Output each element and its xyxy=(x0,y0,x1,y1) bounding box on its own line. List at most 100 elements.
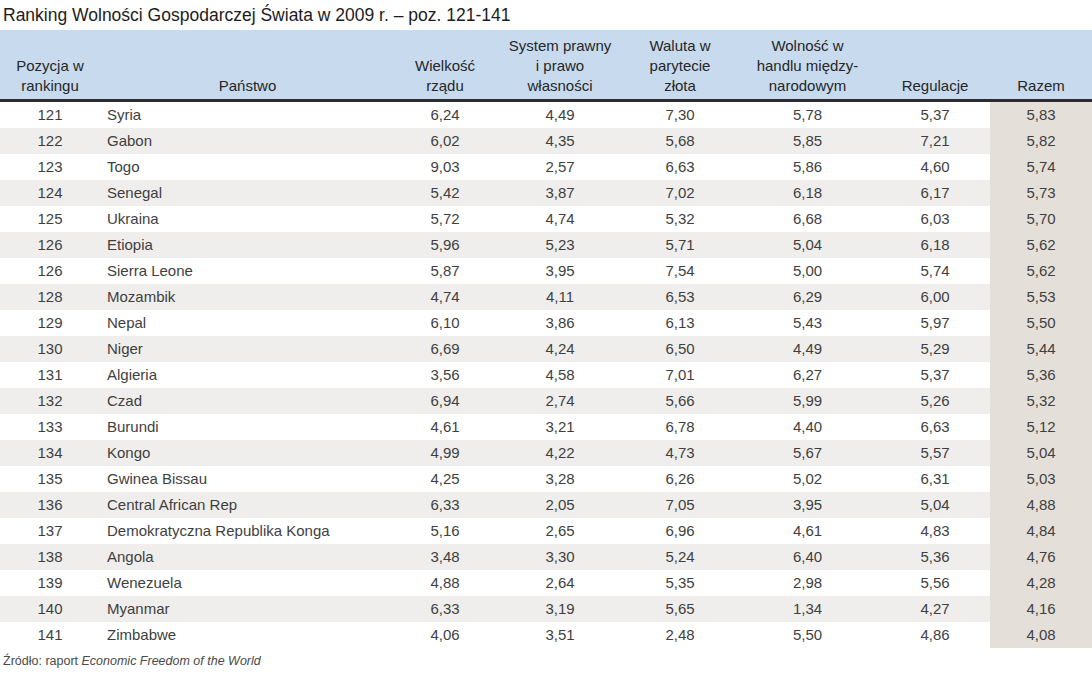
column-header-legal-system: System prawny i prawo własności xyxy=(495,30,625,101)
rank-cell: 131 xyxy=(0,362,100,388)
value-cell-sound-money: 5,35 xyxy=(625,570,735,596)
rank-cell: 122 xyxy=(0,128,100,154)
rank-cell: 126 xyxy=(0,258,100,284)
source-report-name: Economic Freedom of the World xyxy=(82,654,261,668)
table-row: 124 Senegal 5,42 3,87 7,02 6,18 6,17 5,7… xyxy=(0,180,1092,206)
value-cell-trade-freedom: 5,04 xyxy=(735,232,880,258)
table-row: 129 Nepal 6,10 3,86 6,13 5,43 5,97 5,50 xyxy=(0,310,1092,336)
table-row: 126 Etiopia 5,96 5,23 5,71 5,04 6,18 5,6… xyxy=(0,232,1092,258)
value-cell-legal-system: 4,58 xyxy=(495,362,625,388)
rank-cell: 139 xyxy=(0,570,100,596)
value-cell-legal-system: 3,19 xyxy=(495,596,625,622)
value-cell-sound-money: 2,48 xyxy=(625,622,735,648)
value-cell-legal-system: 4,74 xyxy=(495,206,625,232)
table-row: 140 Myanmar 6,33 3,19 5,65 1,34 4,27 4,1… xyxy=(0,596,1092,622)
value-cell-regulation: 5,37 xyxy=(880,101,990,129)
value-cell-sound-money: 5,66 xyxy=(625,388,735,414)
country-cell: Syria xyxy=(100,101,395,129)
country-cell: Czad xyxy=(100,388,395,414)
table-header-row: Pozycja w rankingu Państwo Wielkość rząd… xyxy=(0,30,1092,101)
table-row: 133 Burundi 4,61 3,21 6,78 4,40 6,63 5,1… xyxy=(0,414,1092,440)
value-cell-sound-money: 6,26 xyxy=(625,466,735,492)
value-cell-sound-money: 6,50 xyxy=(625,336,735,362)
rank-cell: 140 xyxy=(0,596,100,622)
value-cell-legal-system: 2,64 xyxy=(495,570,625,596)
value-cell-government-size: 6,02 xyxy=(395,128,495,154)
value-cell-government-size: 4,61 xyxy=(395,414,495,440)
rank-cell: 125 xyxy=(0,206,100,232)
country-cell: Burundi xyxy=(100,414,395,440)
value-cell-legal-system: 2,05 xyxy=(495,492,625,518)
rank-cell: 126 xyxy=(0,232,100,258)
country-cell: Etiopia xyxy=(100,232,395,258)
value-cell-sound-money: 6,13 xyxy=(625,310,735,336)
rank-cell: 128 xyxy=(0,284,100,310)
value-cell-regulation: 5,36 xyxy=(880,544,990,570)
value-cell-government-size: 6,69 xyxy=(395,336,495,362)
total-cell: 5,32 xyxy=(990,388,1092,414)
rank-cell: 137 xyxy=(0,518,100,544)
value-cell-sound-money: 6,78 xyxy=(625,414,735,440)
value-cell-trade-freedom: 5,99 xyxy=(735,388,880,414)
total-cell: 4,84 xyxy=(990,518,1092,544)
value-cell-trade-freedom: 2,98 xyxy=(735,570,880,596)
total-cell: 5,12 xyxy=(990,414,1092,440)
value-cell-regulation: 6,17 xyxy=(880,180,990,206)
value-cell-legal-system: 4,49 xyxy=(495,101,625,129)
country-cell: Myanmar xyxy=(100,596,395,622)
value-cell-regulation: 5,29 xyxy=(880,336,990,362)
value-cell-trade-freedom: 4,40 xyxy=(735,414,880,440)
total-cell: 5,62 xyxy=(990,232,1092,258)
value-cell-legal-system: 2,74 xyxy=(495,388,625,414)
value-cell-legal-system: 4,22 xyxy=(495,440,625,466)
table-row: 130 Niger 6,69 4,24 6,50 4,49 5,29 5,44 xyxy=(0,336,1092,362)
total-cell: 5,03 xyxy=(990,466,1092,492)
total-cell: 5,70 xyxy=(990,206,1092,232)
value-cell-legal-system: 2,65 xyxy=(495,518,625,544)
value-cell-trade-freedom: 5,02 xyxy=(735,466,880,492)
value-cell-trade-freedom: 5,43 xyxy=(735,310,880,336)
table-row: 141 Zimbabwe 4,06 3,51 2,48 5,50 4,86 4,… xyxy=(0,622,1092,648)
value-cell-government-size: 6,94 xyxy=(395,388,495,414)
column-header-country: Państwo xyxy=(100,30,395,101)
value-cell-government-size: 5,96 xyxy=(395,232,495,258)
country-cell: Togo xyxy=(100,154,395,180)
value-cell-trade-freedom: 5,78 xyxy=(735,101,880,129)
total-cell: 5,62 xyxy=(990,258,1092,284)
total-cell: 4,16 xyxy=(990,596,1092,622)
value-cell-legal-system: 3,95 xyxy=(495,258,625,284)
country-cell: Gwinea Bissau xyxy=(100,466,395,492)
table-row: 123 Togo 9,03 2,57 6,63 5,86 4,60 5,74 xyxy=(0,154,1092,180)
value-cell-government-size: 6,10 xyxy=(395,310,495,336)
column-header-regulation: Regulacje xyxy=(880,30,990,101)
value-cell-regulation: 4,60 xyxy=(880,154,990,180)
ranking-table: Pozycja w rankingu Państwo Wielkość rząd… xyxy=(0,30,1092,648)
rank-cell: 133 xyxy=(0,414,100,440)
total-cell: 4,08 xyxy=(990,622,1092,648)
country-cell: Nepal xyxy=(100,310,395,336)
value-cell-trade-freedom: 6,68 xyxy=(735,206,880,232)
value-cell-sound-money: 7,30 xyxy=(625,101,735,129)
value-cell-regulation: 5,37 xyxy=(880,362,990,388)
country-cell: Angola xyxy=(100,544,395,570)
rank-cell: 135 xyxy=(0,466,100,492)
value-cell-trade-freedom: 4,61 xyxy=(735,518,880,544)
total-cell: 4,28 xyxy=(990,570,1092,596)
table-row: 139 Wenezuela 4,88 2,64 5,35 2,98 5,56 4… xyxy=(0,570,1092,596)
value-cell-sound-money: 6,63 xyxy=(625,154,735,180)
value-cell-regulation: 5,04 xyxy=(880,492,990,518)
value-cell-trade-freedom: 6,29 xyxy=(735,284,880,310)
rank-cell: 121 xyxy=(0,101,100,129)
table-body: 121 Syria 6,24 4,49 7,30 5,78 5,37 5,83 … xyxy=(0,101,1092,649)
value-cell-regulation: 6,18 xyxy=(880,232,990,258)
value-cell-sound-money: 6,53 xyxy=(625,284,735,310)
rank-cell: 130 xyxy=(0,336,100,362)
table-row: 138 Angola 3,48 3,30 5,24 6,40 5,36 4,76 xyxy=(0,544,1092,570)
value-cell-regulation: 5,56 xyxy=(880,570,990,596)
rank-cell: 123 xyxy=(0,154,100,180)
value-cell-trade-freedom: 5,50 xyxy=(735,622,880,648)
value-cell-sound-money: 5,71 xyxy=(625,232,735,258)
table-row: 137 Demokratyczna Republika Konga 5,16 2… xyxy=(0,518,1092,544)
value-cell-sound-money: 7,01 xyxy=(625,362,735,388)
rank-cell: 134 xyxy=(0,440,100,466)
